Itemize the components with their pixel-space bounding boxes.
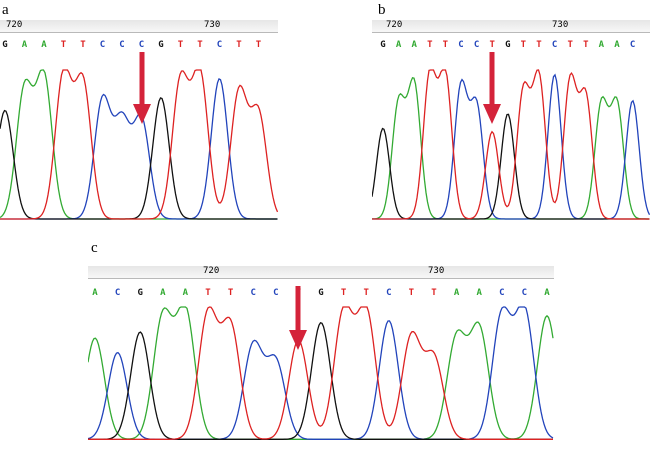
trace-G [372, 113, 650, 220]
base-call-1: C [114, 288, 121, 298]
position-tick-730: 730 [428, 266, 445, 276]
base-call-12: T [567, 40, 573, 50]
base-call-0: G [2, 40, 8, 50]
position-ruler [0, 20, 278, 33]
panel-label-a: a [2, 2, 9, 18]
base-call-9: T [177, 40, 184, 50]
position-tick-730: 730 [552, 20, 569, 30]
arrow-shaft [139, 52, 144, 108]
trace-T [88, 306, 553, 440]
base-call-10: G [318, 288, 324, 298]
position-tick-720: 720 [203, 266, 220, 276]
arrow-head [483, 104, 502, 124]
base-call-3: A [160, 288, 166, 298]
mutation-arrow [289, 286, 308, 350]
base-call-6: C [473, 40, 480, 50]
base-call-16: C [629, 40, 636, 50]
base-call-14: A [598, 40, 605, 50]
trace-T [372, 69, 650, 220]
base-call-11: T [340, 288, 347, 298]
base-call-0: A [92, 288, 98, 298]
base-call-17: A [476, 288, 482, 298]
base-call-12: T [236, 40, 242, 50]
trace-plot [372, 69, 650, 220]
base-call-16: A [453, 288, 460, 298]
base-call-7: T [489, 40, 495, 50]
base-call-13: C [386, 288, 392, 298]
base-call-8: G [158, 40, 164, 50]
base-call-5: C [99, 40, 106, 50]
base-call-8: G [505, 40, 511, 50]
base-call-18: C [499, 288, 505, 298]
chromatogram-panel-c: 720 730 ACGAATTCCTGTTCTTAACCA [88, 262, 554, 447]
base-call-6: T [227, 288, 234, 298]
base-call-2: A [41, 40, 47, 50]
base-call-11: C [216, 40, 223, 50]
position-tick-720: 720 [6, 20, 23, 30]
base-call-5: T [205, 288, 211, 298]
mutation-arrow [132, 52, 151, 124]
panel-label-c: c [91, 240, 98, 256]
arrow-head [289, 330, 308, 350]
base-call-4: T [80, 40, 86, 50]
base-call-15: A [614, 40, 620, 50]
trace-plot [88, 306, 554, 440]
base-call-5: C [458, 40, 464, 50]
mutation-arrow [483, 52, 502, 124]
base-call-9: T [520, 40, 527, 50]
base-call-2: G [137, 288, 143, 298]
trace-T [0, 69, 278, 220]
position-tick-720: 720 [386, 20, 403, 30]
base-call-4: A [182, 288, 189, 298]
base-call-6: C [119, 40, 125, 50]
base-call-3: T [60, 40, 67, 50]
position-tick-730: 730 [204, 20, 221, 30]
base-call-11: C [551, 40, 558, 50]
arrow-shaft [489, 52, 495, 108]
base-call-3: T [427, 40, 433, 50]
panel-label-b: b [378, 2, 386, 18]
position-ruler [372, 20, 650, 33]
base-call-14: T [408, 288, 415, 298]
trace-G [0, 97, 278, 220]
base-call-1: A [21, 40, 28, 50]
base-call-13: T [583, 40, 589, 50]
base-call-10: T [197, 40, 203, 50]
base-call-10: T [536, 40, 542, 50]
base-call-15: T [431, 288, 437, 298]
base-call-19: C [521, 288, 528, 298]
arrow-head [132, 104, 151, 124]
position-ruler [88, 266, 554, 279]
chromatogram-panel-a: 720 730 G A A T T C C C G T T C T T [0, 20, 278, 230]
base-call-20: A [544, 288, 550, 298]
base-call-1: A [395, 40, 402, 50]
arrow-shaft [295, 286, 301, 334]
base-call-4: T [442, 40, 449, 50]
base-call-7: C [138, 40, 145, 50]
base-call-7: C [250, 288, 256, 298]
base-call-2: A [411, 40, 417, 50]
base-call-13: T [255, 40, 262, 50]
base-call-12: T [363, 288, 369, 298]
base-call-0: G [380, 40, 386, 50]
base-call-8: C [273, 288, 279, 298]
